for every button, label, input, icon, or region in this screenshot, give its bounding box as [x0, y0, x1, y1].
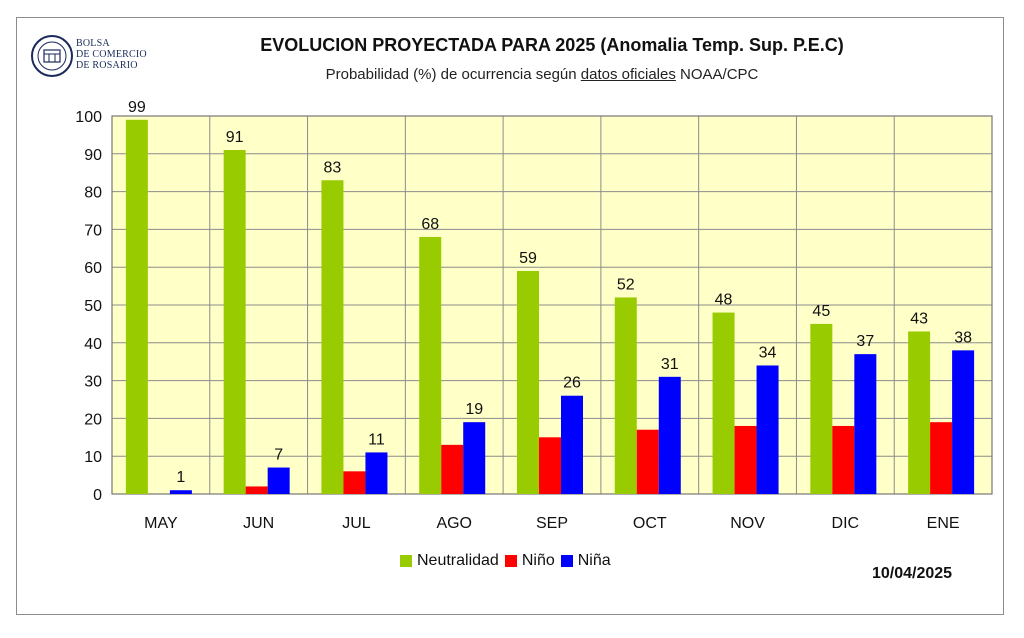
- data-label-nina: 34: [759, 344, 777, 361]
- bar-neutralidad: [614, 297, 637, 494]
- bar-nino: [930, 422, 953, 494]
- data-label-nina: 7: [274, 447, 283, 464]
- subtitle-link: datos oficiales: [580, 66, 676, 83]
- y-tick-label: 90: [84, 147, 102, 164]
- bar-nina: [267, 467, 290, 494]
- bar-neutralidad: [321, 180, 344, 494]
- x-tick-label: OCT: [633, 515, 667, 532]
- data-label-neutralidad: 91: [226, 129, 244, 146]
- logo-line-2: DE COMERCIO: [76, 49, 147, 60]
- bar-neutralidad: [223, 150, 246, 494]
- y-tick-label: 80: [84, 185, 102, 202]
- data-label-neutralidad: 43: [910, 310, 928, 327]
- subtitle-source: NOAA/CPC: [675, 66, 759, 83]
- x-tick-label: SEP: [536, 515, 568, 532]
- y-tick-label: 40: [84, 336, 102, 353]
- legend-label-neutralidad: Neutralidad: [417, 552, 499, 569]
- data-label-neutralidad: 59: [519, 250, 537, 267]
- bar-nino: [636, 429, 659, 494]
- logo-line-3: DE ROSARIO: [76, 60, 138, 71]
- legend: Neutralidad Niño Niña: [400, 552, 617, 570]
- y-tick-label: 70: [84, 222, 102, 239]
- y-tick-label: 50: [84, 298, 102, 315]
- x-tick-label: DIC: [832, 515, 860, 532]
- subtitle-text: Probabilidad (%) de ocurrencia según: [325, 66, 581, 83]
- logo-seal-icon: [31, 35, 73, 77]
- legend-label-nino: Niño: [521, 552, 555, 569]
- y-tick-label: 20: [84, 411, 102, 428]
- x-tick-label: JUN: [243, 515, 274, 532]
- data-label-nina: 31: [661, 356, 679, 373]
- x-tick-label: NOV: [730, 515, 765, 532]
- data-label-neutralidad: 83: [324, 159, 342, 176]
- chart-title: EVOLUCION PROYECTADA PARA 2025 (Anomalia…: [260, 35, 844, 55]
- legend-label-nina: Niña: [577, 552, 611, 569]
- data-label-neutralidad: 99: [128, 99, 146, 116]
- bar-nina: [463, 422, 486, 494]
- logo-line-1: BOLSA: [76, 38, 110, 49]
- data-label-nina: 26: [563, 375, 581, 392]
- x-tick-label: AGO: [436, 515, 472, 532]
- legend-swatch-neutralidad: [400, 555, 412, 567]
- x-tick-label: JUL: [342, 515, 371, 532]
- bar-nino: [343, 471, 366, 494]
- bar-nina: [756, 365, 779, 494]
- bar-nina: [169, 490, 192, 494]
- data-label-nina: 37: [856, 333, 874, 350]
- legend-item-neutralidad: Neutralidad: [400, 552, 499, 570]
- legend-swatch-nina: [560, 555, 573, 567]
- chart-subtitle: Probabilidad (%) de ocurrencia según dat…: [0, 66, 1024, 83]
- legend-item-nina: Niña: [560, 552, 611, 570]
- bar-nino: [245, 486, 268, 494]
- x-tick-label: ENE: [927, 515, 960, 532]
- bar-neutralidad: [419, 236, 442, 494]
- legend-swatch-nino: [504, 555, 517, 567]
- data-label-nina: 38: [954, 329, 972, 346]
- bar-neutralidad: [810, 323, 833, 494]
- bar-neutralidad: [517, 270, 539, 494]
- bar-nina: [658, 376, 681, 494]
- y-tick-label: 30: [84, 374, 102, 391]
- data-label-neutralidad: 45: [812, 303, 830, 320]
- bar-neutralidad: [712, 312, 735, 494]
- bar-neutralidad: [908, 331, 931, 494]
- bar-nina: [854, 354, 877, 494]
- data-label-neutralidad: 48: [715, 292, 733, 309]
- data-label-neutralidad: 52: [617, 276, 635, 293]
- y-tick-label: 100: [75, 109, 102, 126]
- legend-item-nino: Niño: [504, 552, 555, 570]
- bar-neutralidad: [125, 119, 148, 494]
- data-label-neutralidad: 68: [421, 216, 439, 233]
- bar-nino: [441, 444, 464, 494]
- y-tick-label: 60: [84, 260, 102, 277]
- date-label: 10/04/2025: [872, 565, 953, 582]
- data-label-nina: 1: [176, 469, 185, 486]
- data-label-nina: 19: [465, 401, 483, 418]
- y-tick-label: 10: [84, 449, 102, 466]
- y-tick-label: 0: [93, 487, 102, 504]
- data-label-nina: 11: [368, 431, 385, 448]
- bar-nino: [734, 425, 757, 494]
- bar-nino: [539, 437, 561, 494]
- bar-nina: [561, 395, 583, 494]
- bar-nina: [365, 452, 388, 494]
- bar-nino: [832, 425, 855, 494]
- bar-nina: [952, 350, 975, 494]
- x-tick-label: MAY: [144, 515, 178, 532]
- logo: BOLSA DE COMERCIO DE ROSARIO: [30, 34, 190, 82]
